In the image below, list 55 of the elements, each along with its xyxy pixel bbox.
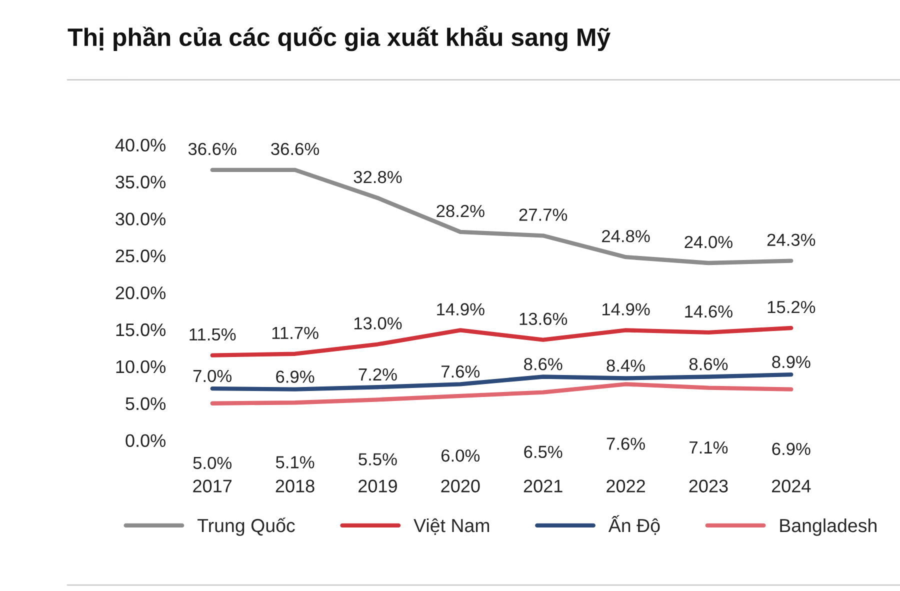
data-label: 32.8% [354,170,402,184]
data-label: 27.7% [519,208,568,221]
data-label: 24.8% [602,230,650,242]
data-label: 7.6% [606,438,645,450]
data-label: 11.5% [190,328,236,341]
data-label: 13.6% [520,312,568,326]
data-label: 7.6% [442,365,480,378]
data-label: 36.6% [188,142,236,156]
y-tick-label: 35.0% [116,176,166,188]
data-label: 8.4% [606,359,645,372]
data-label: 5.5% [358,453,397,466]
x-tick-label: 2020 [441,480,480,492]
data-label: 7.1% [690,441,728,454]
chart-title: Thị phần của các quốc gia xuất khẩu sang Mỹ [68,26,611,52]
data-label: 6.9% [276,370,314,383]
data-label: 6.9% [772,442,810,456]
data-label: 5.1% [276,456,314,468]
x-tick-label: 2017 [193,480,232,492]
data-label: 7.2% [358,368,397,381]
legend-label: Trung Quốc [198,518,295,536]
data-label: 24.3% [767,234,816,246]
data-label: 14.9% [437,303,484,316]
y-tick-label: 0.0% [126,434,166,448]
data-label: 6.5% [524,446,562,458]
data-label: 14.6% [685,305,732,318]
x-tick-label: 2019 [358,480,397,492]
data-label: 5.0% [193,456,232,470]
x-tick-label: 2021 [524,480,562,492]
y-tick-label: 10.0% [116,360,166,374]
data-label: 8.6% [524,358,562,370]
x-tick-label: 2024 [772,480,811,492]
y-tick-label: 5.0% [126,397,166,410]
x-tick-label: 2023 [689,480,728,492]
y-tick-label: 20.0% [116,286,166,300]
data-label: 36.6% [271,142,320,156]
legend-label: Việt Nam [414,518,490,535]
y-tick-label: 40.0% [115,138,166,152]
data-label: 24.0% [684,236,732,248]
y-tick-label: 30.0% [116,212,166,226]
data-label: 8.9% [772,356,810,368]
x-tick-label: 2022 [606,480,645,492]
line-series [210,382,794,406]
data-label: 7.0% [193,370,232,382]
data-label: 13.0% [354,317,402,330]
legend-label: Ấn Độ [608,515,660,535]
data-label: 8.6% [689,358,728,370]
x-tick-label: 2018 [276,480,314,492]
data-label: 11.7% [272,326,318,340]
data-label: 6.0% [442,449,480,462]
data-label: 15.2% [768,300,816,314]
y-tick-label: 15.0% [116,323,166,336]
legend-label: Bangladesh [780,518,876,536]
data-label: 14.9% [602,303,650,316]
y-tick-label: 25.0% [116,250,166,262]
data-label: 28.2% [436,204,484,218]
